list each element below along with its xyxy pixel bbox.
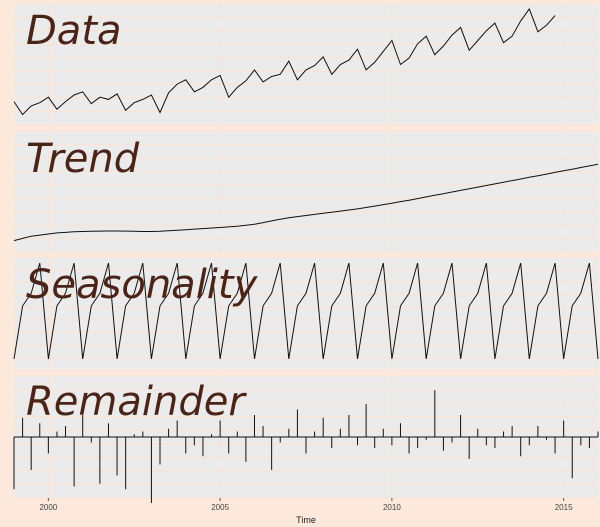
panel-title-data: Data bbox=[26, 8, 122, 54]
panel-seasonality: Seasonality bbox=[13, 256, 599, 371]
x-axis: 2000 2005 2010 2015 bbox=[39, 498, 573, 512]
panel-background-trend bbox=[14, 131, 598, 252]
x-tick-label: 2015 bbox=[555, 503, 573, 512]
panel-trend: Trend bbox=[13, 130, 599, 253]
panel-data: Data bbox=[13, 3, 598, 126]
remainder-bars bbox=[13, 390, 599, 503]
x-tick-label: 2010 bbox=[383, 503, 401, 512]
x-tick-label: 2005 bbox=[211, 503, 229, 512]
panel-remainder: Remainder bbox=[13, 375, 599, 503]
series-line-data bbox=[13, 7, 556, 116]
panel-title-remainder: Remainder bbox=[26, 379, 247, 425]
panel-background-data bbox=[14, 4, 598, 125]
panel-title-seasonality: Seasonality bbox=[26, 262, 259, 308]
panel-title-trend: Trend bbox=[26, 136, 140, 182]
panel-background-seasonality bbox=[14, 257, 598, 370]
x-axis-title: Time bbox=[296, 515, 316, 525]
grid-remainder bbox=[14, 375, 598, 499]
x-tick-label: 2000 bbox=[39, 503, 57, 512]
series-line-trend bbox=[13, 163, 599, 242]
series-line-seasonality bbox=[13, 262, 599, 359]
grid-trend bbox=[14, 130, 598, 253]
